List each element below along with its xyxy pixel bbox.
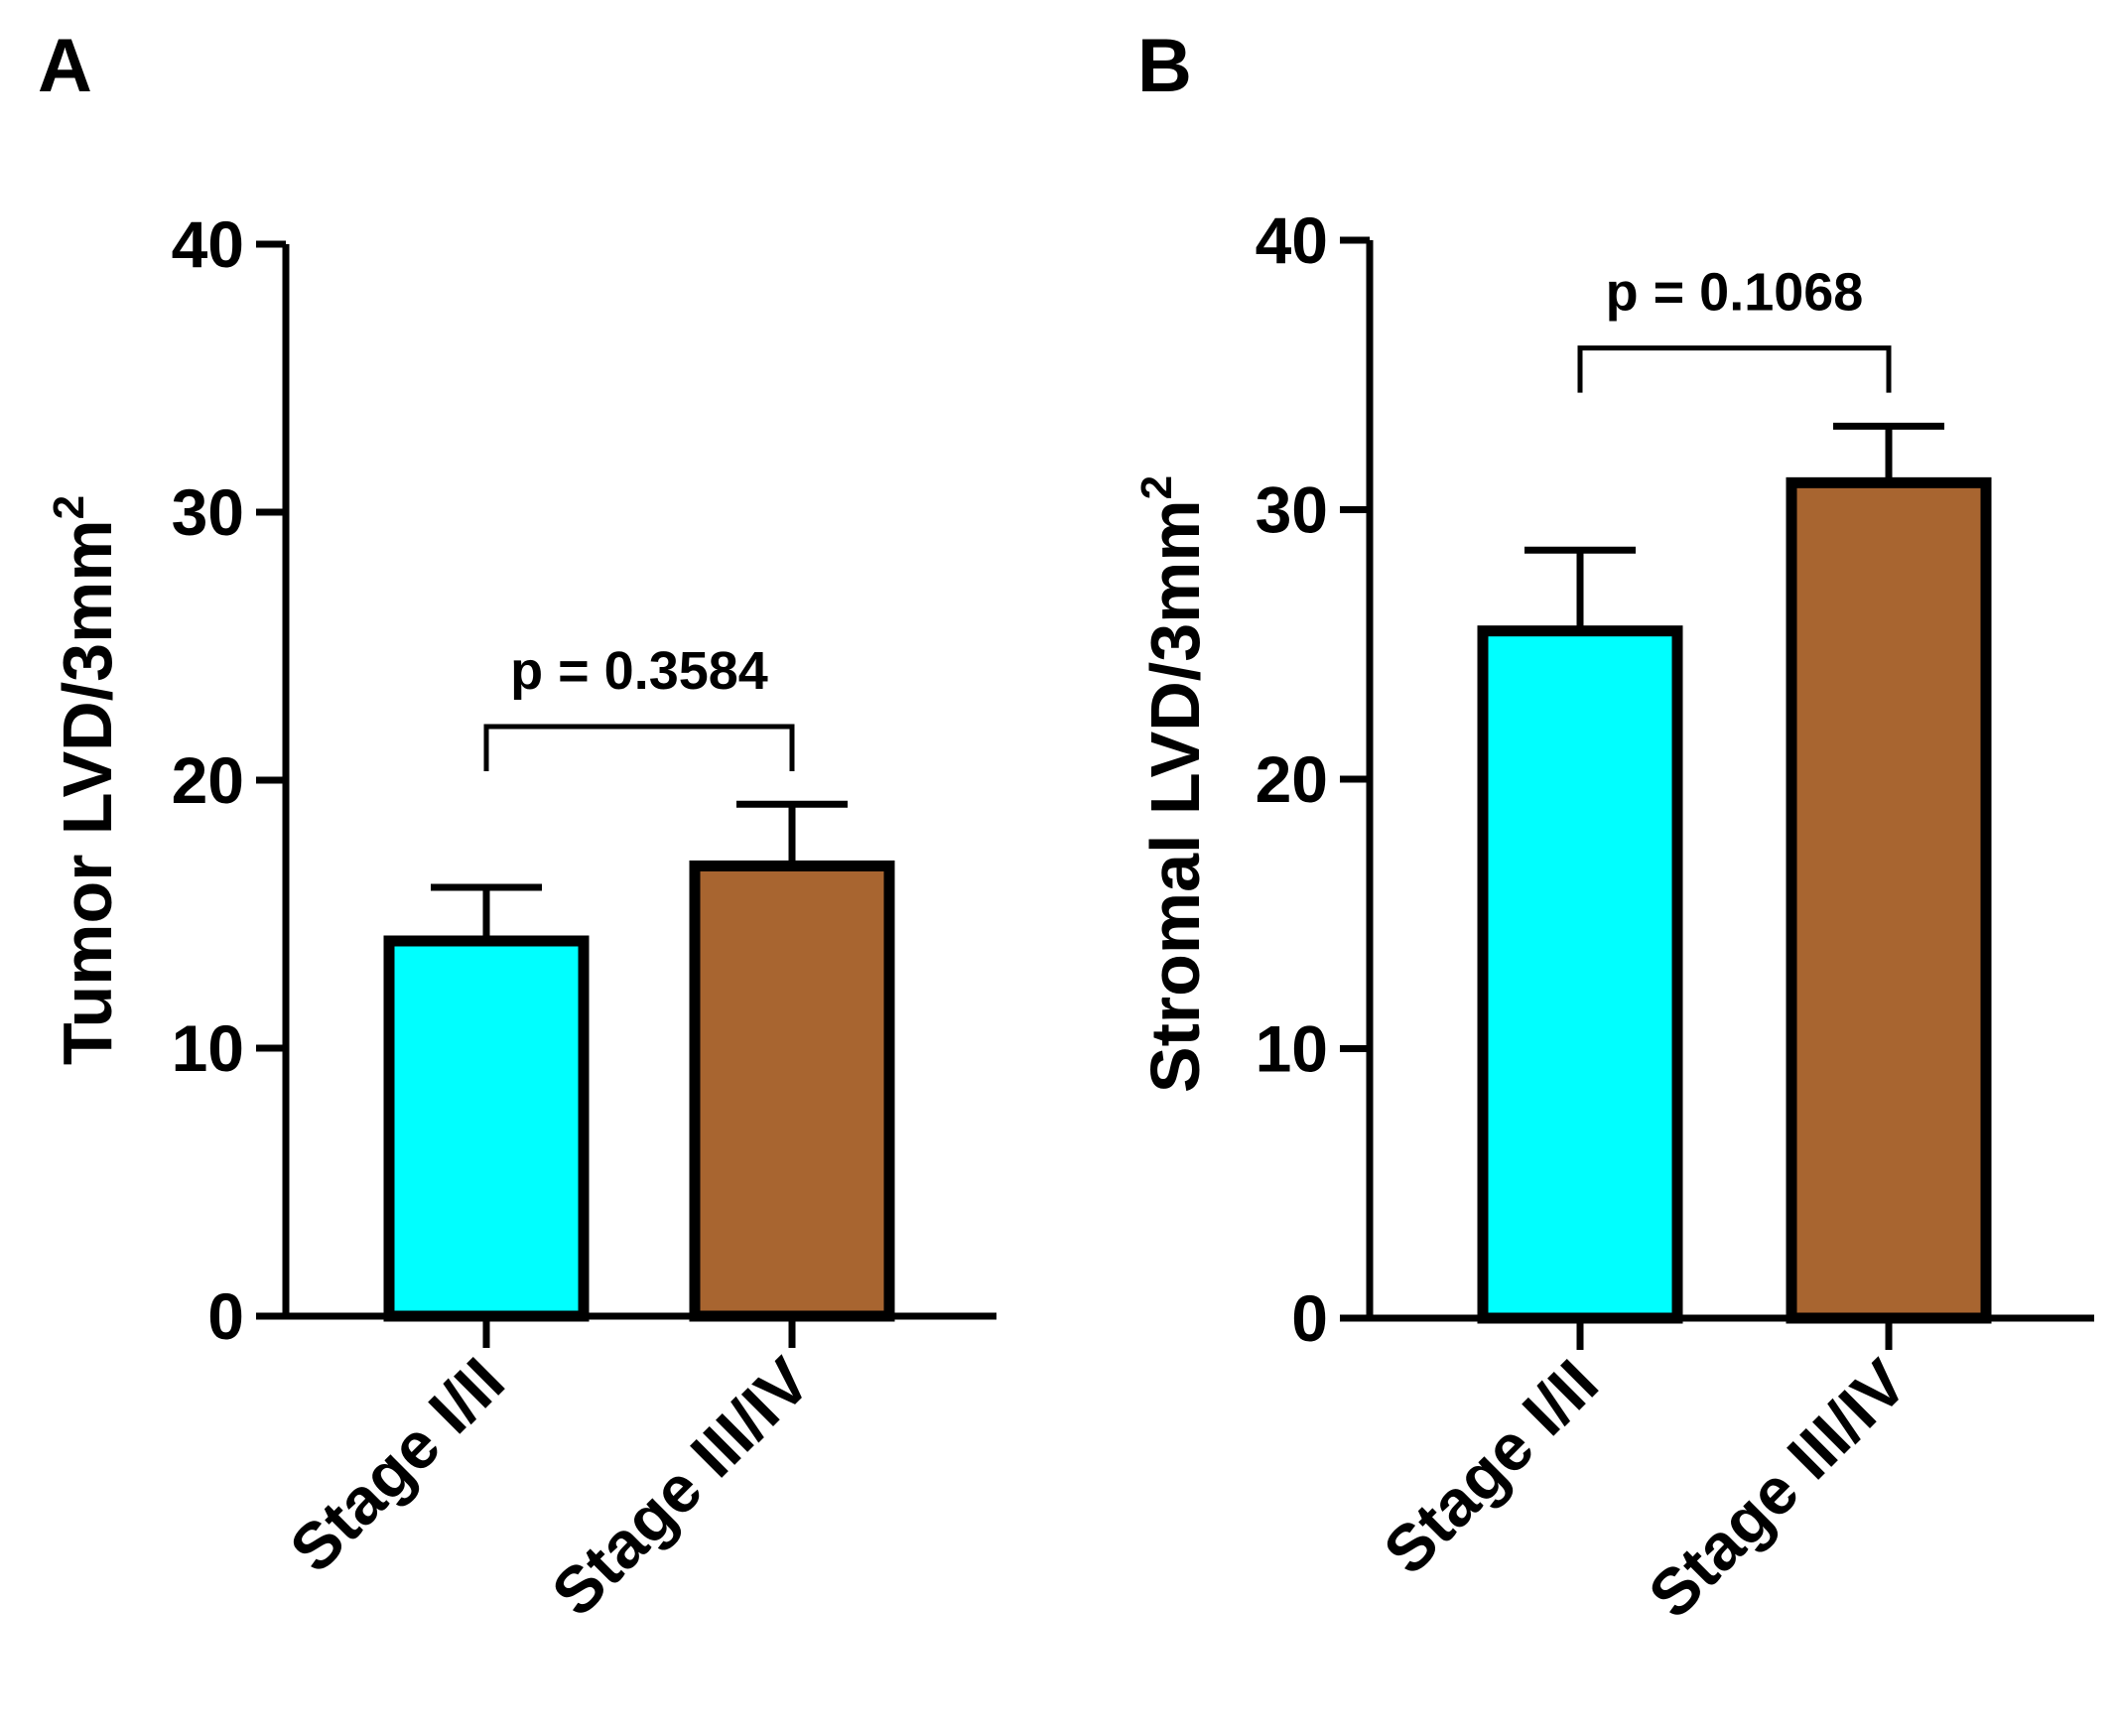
- panel-b-ytick-label-30: 30: [1256, 473, 1328, 547]
- panel-a: A Stage I/II Stage III/IV 0 10 20 30 40 Tumor LV…: [38, 24, 996, 1630]
- panel-b-label: B: [1137, 24, 1192, 108]
- panel-b-ytick-label-10: 10: [1256, 1012, 1328, 1086]
- panel-b-category-label-2: Stage III/IV: [1635, 1346, 1921, 1632]
- panel-a-ytick-label-40: 40: [172, 207, 244, 281]
- panel-a-y-axis-title-superscript: 2: [45, 495, 93, 519]
- panel-b-ytick-label-20: 20: [1256, 742, 1328, 816]
- panel-b-y-axis-title: Stromal LVD/3mm2: [1132, 475, 1214, 1093]
- panel-a-bar-1: [383, 935, 590, 1322]
- panel-b-y-axis-title-superscript: 2: [1132, 475, 1181, 499]
- panel-b-category-label-1: Stage I/II: [1370, 1346, 1612, 1588]
- panel-a-bar-2: [689, 860, 895, 1322]
- panel-b-bar-2: [1786, 476, 1992, 1324]
- panel-a-category-label-2: Stage III/IV: [538, 1344, 824, 1630]
- panel-a-label: A: [38, 24, 92, 108]
- panel-b-ytick-label-40: 40: [1256, 203, 1328, 277]
- panel-a-ytick-label-10: 10: [172, 1011, 244, 1085]
- panel-b-y-axis-title-text: Stromal LVD/3mm: [1136, 499, 1214, 1093]
- panel-a-ytick-label-20: 20: [172, 743, 244, 817]
- panel-a-p-value: p = 0.3584: [510, 641, 768, 701]
- panel-a-significance-bracket: [483, 724, 795, 771]
- panel-a-y-axis-title-text: Tumor LVD/3mm: [49, 519, 126, 1065]
- panel-a-y-axis-title: Tumor LVD/3mm2: [45, 495, 126, 1065]
- panel-b-ytick-label-0: 0: [1291, 1281, 1328, 1355]
- panel-a-ytick-label-0: 0: [207, 1279, 244, 1353]
- panel-b: B Stage I/II Stage III/IV 0 10 20 30 40 Stromal …: [1132, 24, 2094, 1632]
- panel-b-significance-bracket: [1577, 345, 1892, 393]
- panel-b-p-value: p = 0.1068: [1606, 263, 1864, 323]
- panel-b-bar-1: [1477, 625, 1683, 1324]
- panel-a-ytick-label-30: 30: [172, 475, 244, 549]
- panel-a-category-label-1: Stage I/II: [276, 1344, 518, 1586]
